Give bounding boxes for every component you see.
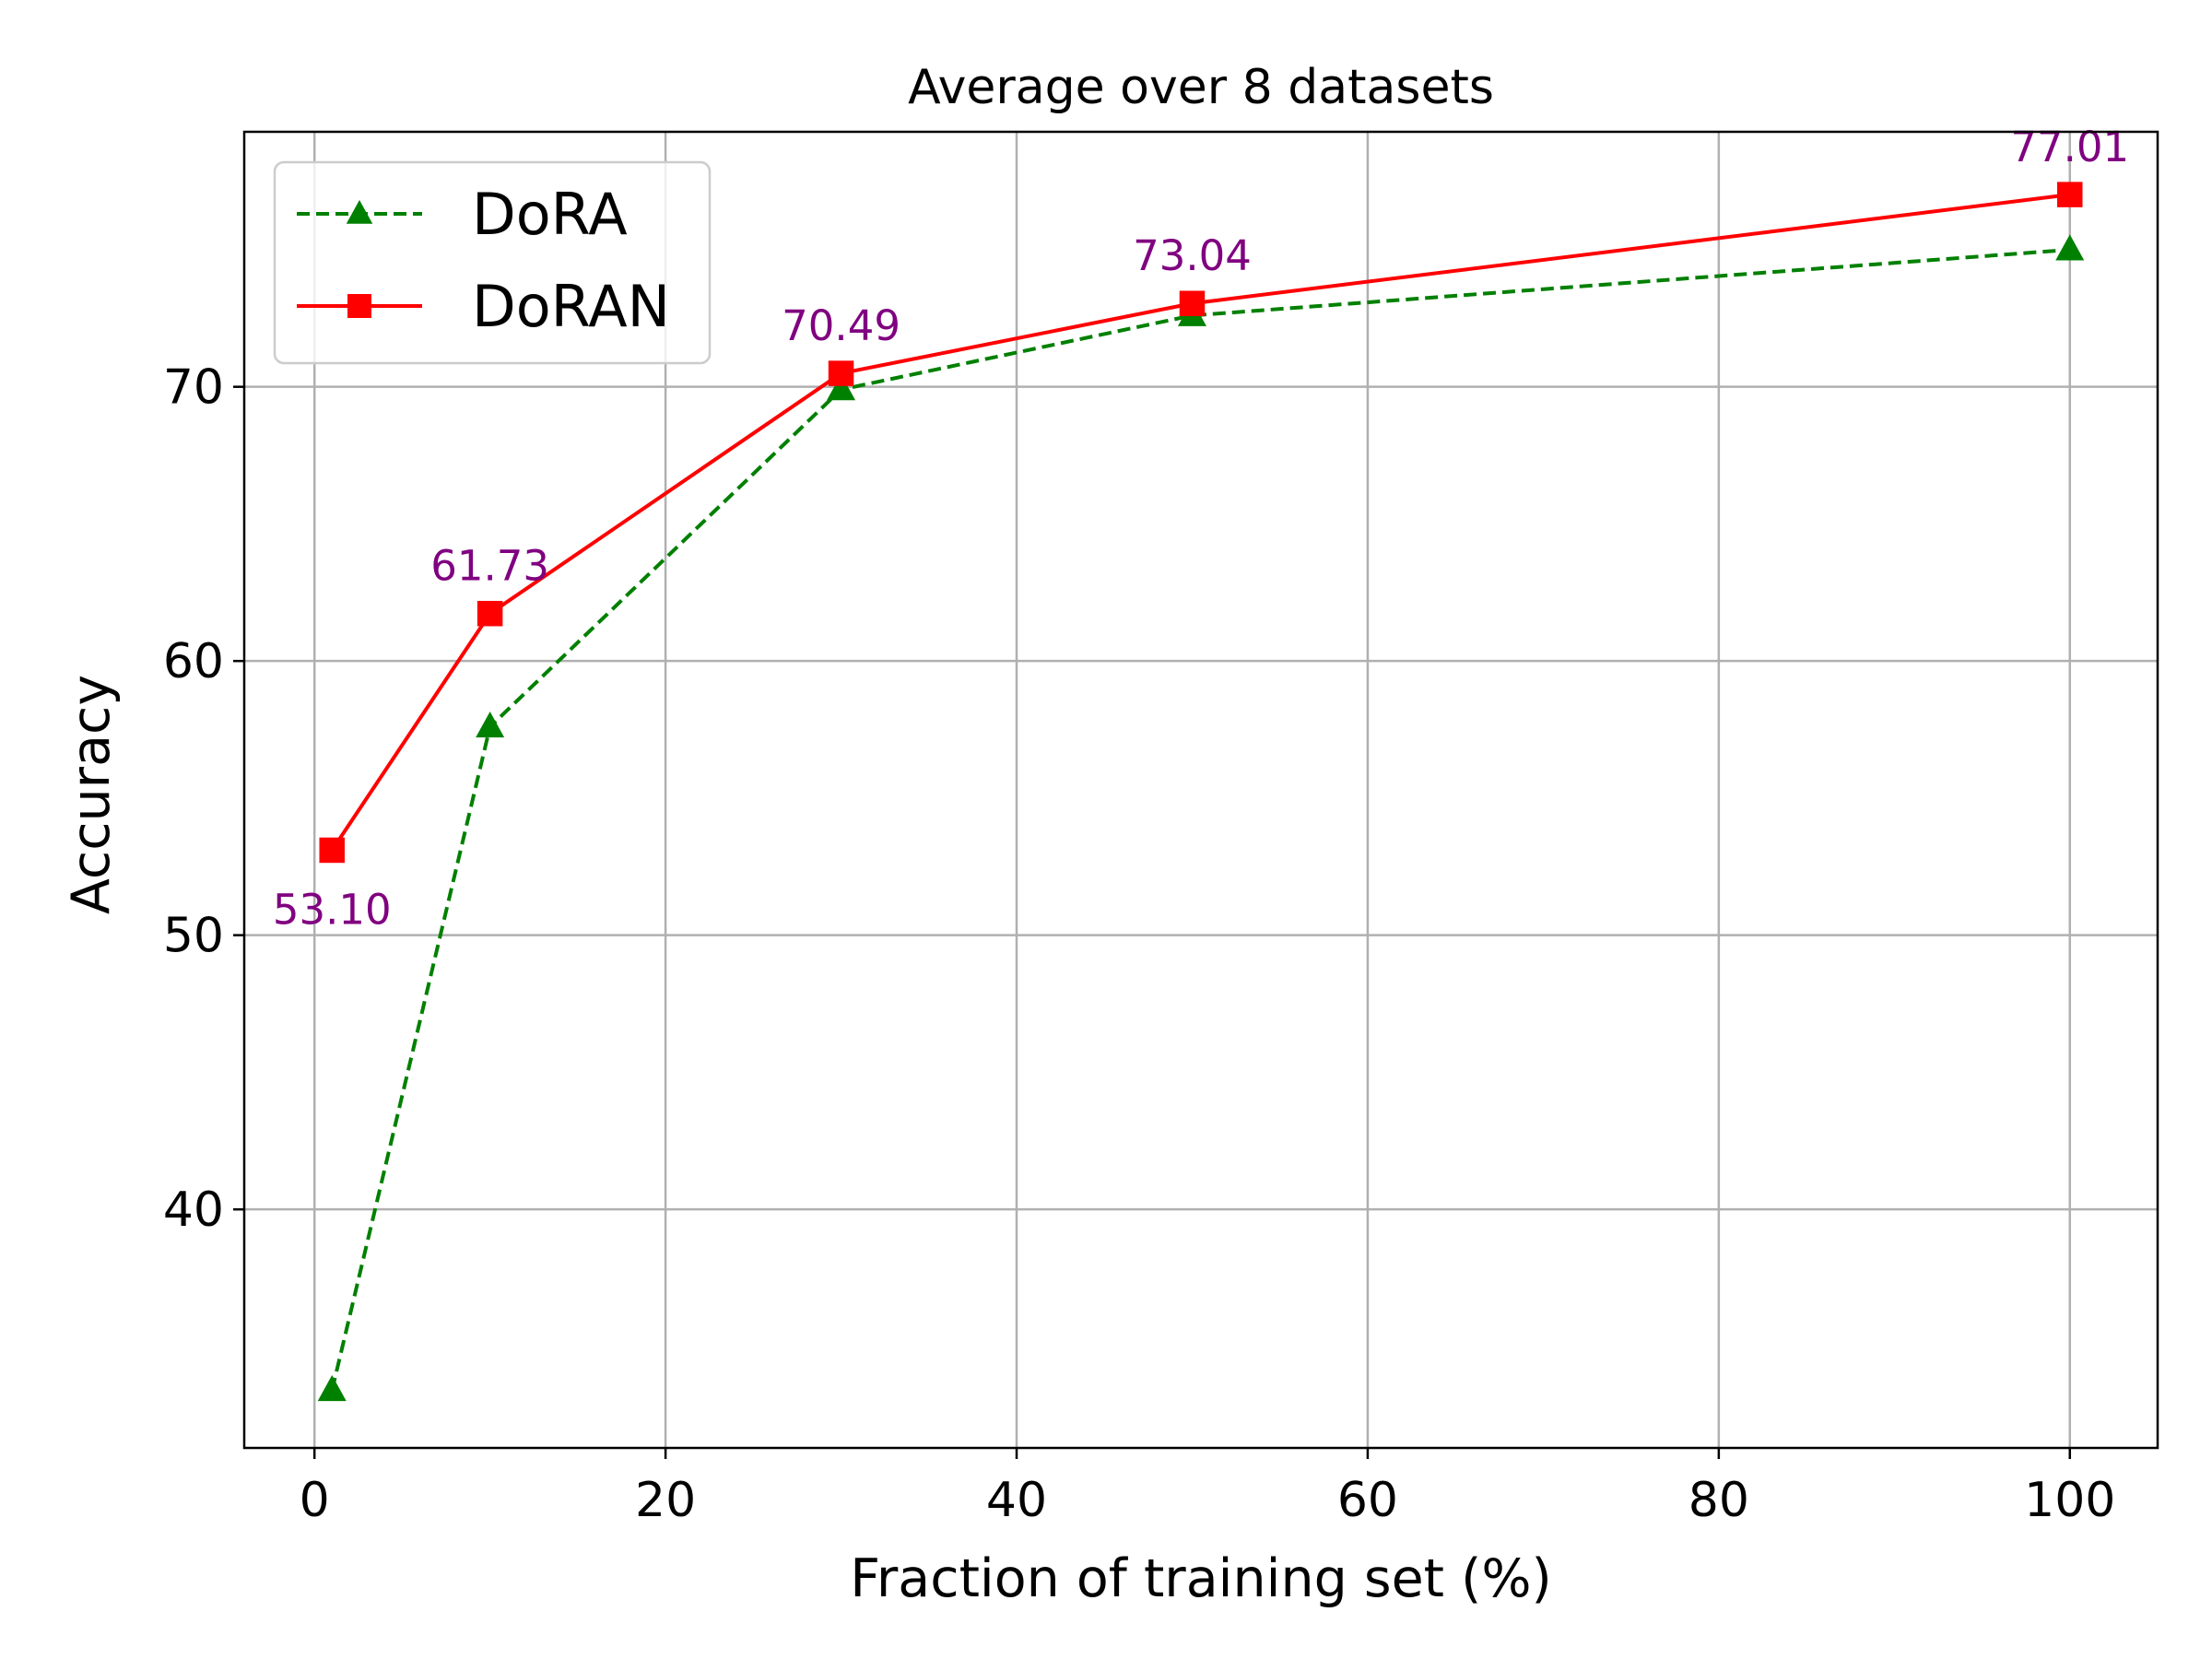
x-axis-label: Fraction of training set (%) [850, 1548, 1552, 1609]
y-tick-label: 60 [163, 634, 224, 689]
doran-point-marker [477, 600, 503, 627]
value-label: 61.73 [430, 542, 549, 591]
chart-title: Average over 8 datasets [908, 60, 1494, 115]
doran-point-marker [2057, 182, 2083, 207]
x-tick-label: 100 [2024, 1473, 2115, 1528]
dora-point-marker [317, 1374, 347, 1402]
series-lines [317, 182, 2085, 1402]
y-tick-label: 70 [163, 360, 224, 416]
x-tick-label: 20 [635, 1473, 696, 1528]
doran-point-marker [1179, 290, 1206, 316]
value-label: 77.01 [2010, 123, 2129, 171]
legend-doran-label: DoRAN [472, 273, 670, 340]
grid-lines [244, 132, 2158, 1448]
x-tick-label: 80 [1688, 1473, 1749, 1528]
doran-point-marker [319, 837, 345, 864]
value-label: 53.10 [273, 885, 392, 934]
y-axis-label: Accuracy [61, 675, 122, 914]
x-tick-label: 40 [986, 1473, 1047, 1528]
y-tick-label: 50 [163, 909, 224, 964]
value-label: 73.04 [1133, 231, 1252, 280]
dora-point-marker [476, 712, 505, 738]
doran-point-marker [828, 360, 854, 386]
x-tick-label: 60 [1337, 1473, 1398, 1528]
legend-doran-square-marker [347, 294, 371, 318]
value-label: 70.49 [782, 301, 900, 350]
plot-frame [242, 130, 2159, 1450]
legend: DoRA DoRAN [273, 160, 712, 365]
axis-ticks: 0 20 40 60 80 100 40 50 60 70 [163, 360, 2116, 1528]
legend-dora-label: DoRA [472, 181, 628, 248]
dora-point-marker [2055, 234, 2085, 261]
x-tick-label: 0 [300, 1473, 330, 1528]
legend-dora-triangle-marker [346, 200, 373, 224]
y-tick-label: 40 [163, 1182, 224, 1238]
dora-point-marker [827, 374, 856, 401]
